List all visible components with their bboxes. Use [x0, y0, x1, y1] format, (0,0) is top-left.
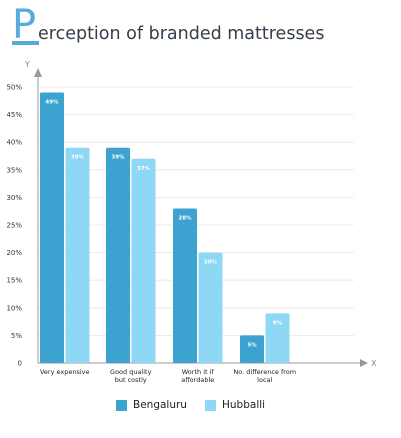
title-first-letter: P: [12, 2, 37, 48]
data-label: 28%: [178, 215, 192, 221]
data-label: 9%: [273, 320, 283, 326]
chart-title: P erception of branded mattresses: [10, 2, 400, 48]
bar: [40, 92, 64, 364]
y-tick-label: 50%: [6, 84, 22, 92]
category-label: but costly: [115, 376, 147, 384]
y-tick-label: 40%: [6, 139, 22, 147]
bar: [265, 313, 290, 363]
x-axis-label: X: [371, 359, 377, 368]
legend-swatch-bengaluru: [116, 399, 127, 411]
y-tick-label: 30%: [6, 194, 22, 202]
bar: [106, 147, 130, 363]
category-label: affordable: [181, 376, 214, 384]
category-label: Good quality: [110, 368, 152, 376]
y-tick-label: 35%: [6, 166, 22, 174]
y-tick-label: 45%: [6, 111, 22, 119]
category-label: Very expensive: [40, 368, 90, 376]
title-underline: [12, 41, 39, 45]
category-label: No. difference from: [233, 368, 296, 376]
data-label: 5%: [247, 342, 257, 348]
bar: [65, 147, 90, 363]
category-label: local: [257, 376, 272, 384]
y-tick-label: 25%: [6, 222, 22, 230]
bar: [198, 252, 223, 363]
bar: [131, 158, 156, 363]
bar: [173, 208, 197, 363]
y-tick-label: 5%: [11, 332, 22, 340]
data-label: 39%: [111, 155, 125, 161]
title-text: erception of branded mattresses: [38, 24, 325, 44]
y-tick-label: 0: [18, 360, 22, 368]
bar: [240, 335, 264, 363]
legend-item-hubballi: Hubballi: [205, 396, 265, 414]
x-axis-arrow: [360, 359, 368, 367]
data-label: 39%: [71, 155, 85, 161]
legend-swatch-hubballi: [205, 399, 216, 411]
y-axis-label: Y: [24, 60, 30, 69]
legend-label-hubballi: Hubballi: [222, 399, 266, 411]
y-axis-arrow: [34, 68, 42, 77]
y-tick-label: 10%: [6, 304, 22, 312]
y-tick-label: 15%: [6, 277, 22, 285]
data-label: 49%: [45, 100, 59, 106]
legend-item-bengaluru: Bengaluru: [116, 396, 187, 414]
legend-label-bengaluru: Bengaluru: [133, 399, 187, 411]
legend: Bengaluru Hubballi: [0, 396, 401, 414]
data-label: 37%: [137, 166, 151, 172]
data-label: 20%: [204, 260, 218, 266]
y-tick-label: 20%: [6, 249, 22, 257]
category-label: Worth it if: [182, 368, 215, 376]
